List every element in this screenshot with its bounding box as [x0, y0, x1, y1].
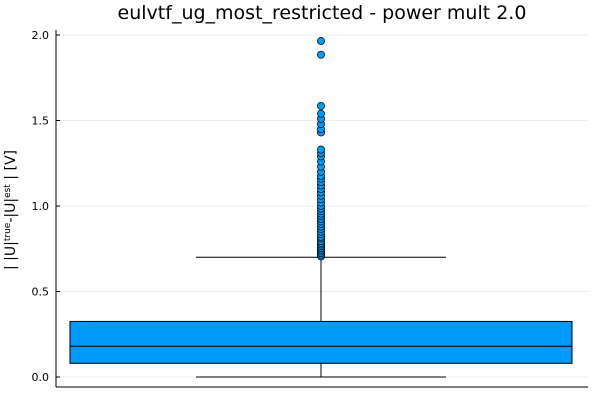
outlier-point — [317, 102, 325, 110]
outlier-points — [317, 37, 325, 261]
y-tick-label: 1.0 — [32, 200, 50, 213]
y-axis-label-part-1: | |U| — [3, 241, 19, 270]
outlier-point — [317, 37, 325, 45]
y-axis-label-sup-true: true — [3, 222, 13, 241]
y-tick-label: 0.5 — [32, 286, 50, 299]
y-axis-label-part-3: | [V] — [3, 150, 19, 184]
outlier-point — [317, 109, 325, 118]
y-axis-label-sup-est: est — [3, 184, 13, 198]
y-axis-label: | |U|true-|U|est | [V] — [3, 150, 19, 270]
y-axis-label-part-2: -|U| — [3, 198, 19, 223]
y-tick-label: 1.5 — [32, 115, 50, 128]
y-ticks: 0.0 0.5 1.0 1.5 2.0 — [32, 29, 60, 384]
interquartile-box — [69, 320, 573, 364]
y-tick-label: 2.0 — [32, 29, 50, 42]
y-tick-label: 0.0 — [32, 371, 50, 384]
outlier-point — [317, 50, 325, 59]
chart-title: eulvtf_ug_most_restricted - power mult 2… — [118, 2, 527, 24]
box-plot-series — [69, 256, 573, 378]
outlier-point — [317, 145, 325, 154]
